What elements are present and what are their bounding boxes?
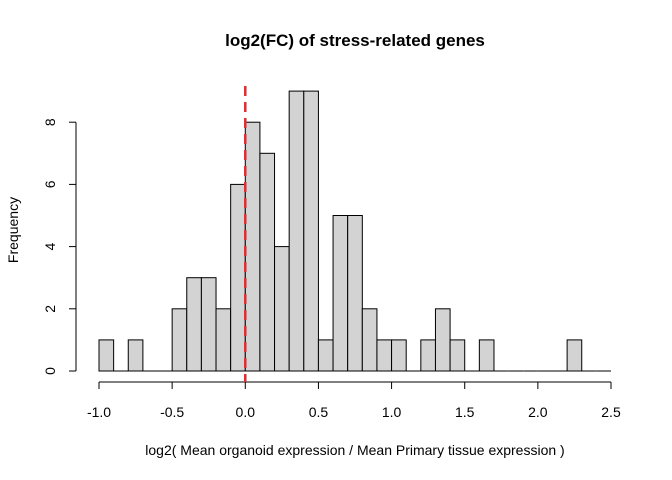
histogram-bar [434, 308, 451, 372]
histogram-bar [376, 339, 393, 372]
histogram-bar [332, 215, 349, 372]
x-tick-label: 0.0 [236, 404, 256, 420]
x-tick-label: 1.0 [382, 404, 402, 420]
y-tick-label: 4 [42, 242, 58, 250]
histogram-bar [200, 277, 217, 372]
histogram-bar [449, 339, 466, 372]
x-tick-label: -1.0 [87, 404, 111, 420]
histogram-bar [127, 339, 144, 372]
histogram-bar [347, 215, 363, 372]
histogram-bar [288, 90, 305, 372]
histogram-bar [274, 246, 290, 372]
x-tick-label: -0.5 [160, 404, 184, 420]
y-axis: 0 2 4 6 8 [42, 118, 77, 375]
histogram-bar [478, 339, 495, 372]
histogram-bar [391, 339, 407, 372]
histogram-bar [215, 308, 232, 372]
histogram-bar [317, 339, 334, 372]
histogram-bar [244, 121, 261, 372]
x-tick-label: 2.0 [528, 404, 548, 420]
x-axis-label: log2( Mean organoid expression / Mean Pr… [145, 442, 564, 458]
y-tick-label: 2 [42, 305, 58, 313]
x-tick-label: 0.5 [309, 404, 329, 420]
histogram-bar [171, 308, 188, 372]
y-tick-label: 6 [42, 180, 58, 188]
histogram-bar [566, 339, 583, 372]
y-axis-label: Frequency [5, 197, 21, 263]
x-tick-label: 2.5 [601, 404, 621, 420]
bars-group [98, 90, 611, 372]
histogram-bar [420, 339, 436, 372]
histogram-bar [230, 183, 246, 372]
chart-title: log2(FC) of stress-related genes [225, 31, 485, 50]
histogram-bar [98, 339, 115, 372]
histogram-bar [361, 308, 378, 372]
histogram-bar [186, 277, 202, 372]
histogram-bar [259, 152, 276, 372]
y-tick-label: 8 [42, 118, 58, 126]
x-axis: -1.0 -0.5 0.0 0.5 1.0 1.5 2.0 2.5 [87, 381, 621, 420]
x-tick-label: 1.5 [455, 404, 475, 420]
y-tick-label: 0 [42, 367, 58, 375]
histogram-bar [303, 90, 319, 372]
